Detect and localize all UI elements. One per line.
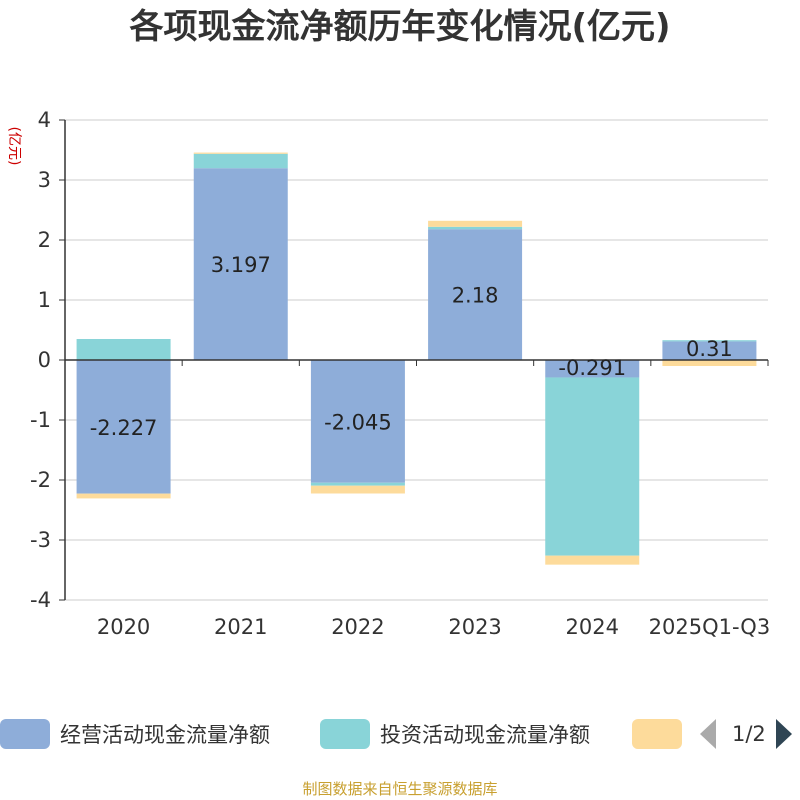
data-label: 0.31 <box>686 337 733 361</box>
x-tick-label: 2025Q1-Q3 <box>649 615 771 639</box>
data-label: -0.291 <box>558 356 626 380</box>
legend-page-indicator: 1/2 <box>732 722 766 746</box>
bar-operating-2024 <box>545 360 640 378</box>
bar-investing-2020 <box>76 339 171 360</box>
bar-financing-2020 <box>76 493 171 499</box>
y-tick-label: -4 <box>30 588 51 612</box>
y-tick-label: 4 <box>38 108 51 132</box>
x-tick-label: 2022 <box>331 615 384 639</box>
x-tick-label: 2020 <box>97 615 150 639</box>
y-tick-label: -3 <box>30 528 51 552</box>
chart-plot: 4 3 2 1 0 -1 -2 -3 -4 (亿元) 2020 2021 2022 2023 2024 202… <box>6 108 771 639</box>
legend-swatch-operating <box>0 719 50 749</box>
data-label: -2.045 <box>324 410 392 434</box>
legend: 经营活动现金流量净额 投资活动现金流量净额 1/2 <box>0 716 800 752</box>
x-tick-label: 2023 <box>448 615 501 639</box>
bar-operating-2020 <box>76 360 171 494</box>
data-label: 2.18 <box>452 284 499 308</box>
legend-next-icon[interactable] <box>775 719 792 749</box>
x-tick-label: 2024 <box>566 615 619 639</box>
bar-operating-2023 <box>428 229 523 360</box>
bar-operating-2022 <box>310 360 405 483</box>
legend-swatch-investing <box>320 719 370 749</box>
bar-investing-2025Q1-Q3 <box>662 340 757 342</box>
bar-operating-2025Q1-Q3 <box>662 341 757 360</box>
legend-item-operating[interactable]: 经营活动现金流量净额 <box>0 716 270 752</box>
legend-item-investing[interactable]: 投资活动现金流量净额 <box>320 716 590 752</box>
data-source: 制图数据来自恒生聚源数据库 <box>302 780 498 798</box>
legend-label-investing: 投资活动现金流量净额 <box>380 723 590 747</box>
bar-investing-2021 <box>193 153 288 169</box>
data-label: 3.197 <box>211 253 271 277</box>
legend-item-financing[interactable] <box>632 716 682 752</box>
bar-investing-2023 <box>428 226 523 230</box>
y-tick-label: 3 <box>38 168 51 192</box>
legend-swatch-financing <box>632 719 682 749</box>
bar-financing-2024 <box>545 555 640 565</box>
bar-financing-2022 <box>310 485 405 494</box>
bar-financing-2021 <box>193 152 288 154</box>
legend-prev-icon[interactable] <box>700 719 716 749</box>
bar-investing-2022 <box>310 482 405 486</box>
chart-title: 各项现金流净额历年变化情况(亿元) <box>129 7 671 47</box>
x-tick-label: 2021 <box>214 615 267 639</box>
y-tick-label: 1 <box>38 288 51 312</box>
y-tick-label: -1 <box>30 408 51 432</box>
bar-financing-2023 <box>428 220 523 227</box>
bar-financing-2025Q1-Q3 <box>662 360 757 366</box>
bar-investing-2024 <box>545 377 640 556</box>
legend-label-operating: 经营活动现金流量净额 <box>60 723 270 747</box>
bar-operating-2021 <box>193 168 288 360</box>
y-tick-label: 0 <box>38 348 51 372</box>
legend-pager: 1/2 <box>700 716 792 752</box>
y-axis-unit: (亿元) <box>6 127 22 166</box>
data-label: -2.227 <box>90 416 158 440</box>
y-tick-label: -2 <box>30 468 51 492</box>
y-tick-label: 2 <box>38 228 51 252</box>
